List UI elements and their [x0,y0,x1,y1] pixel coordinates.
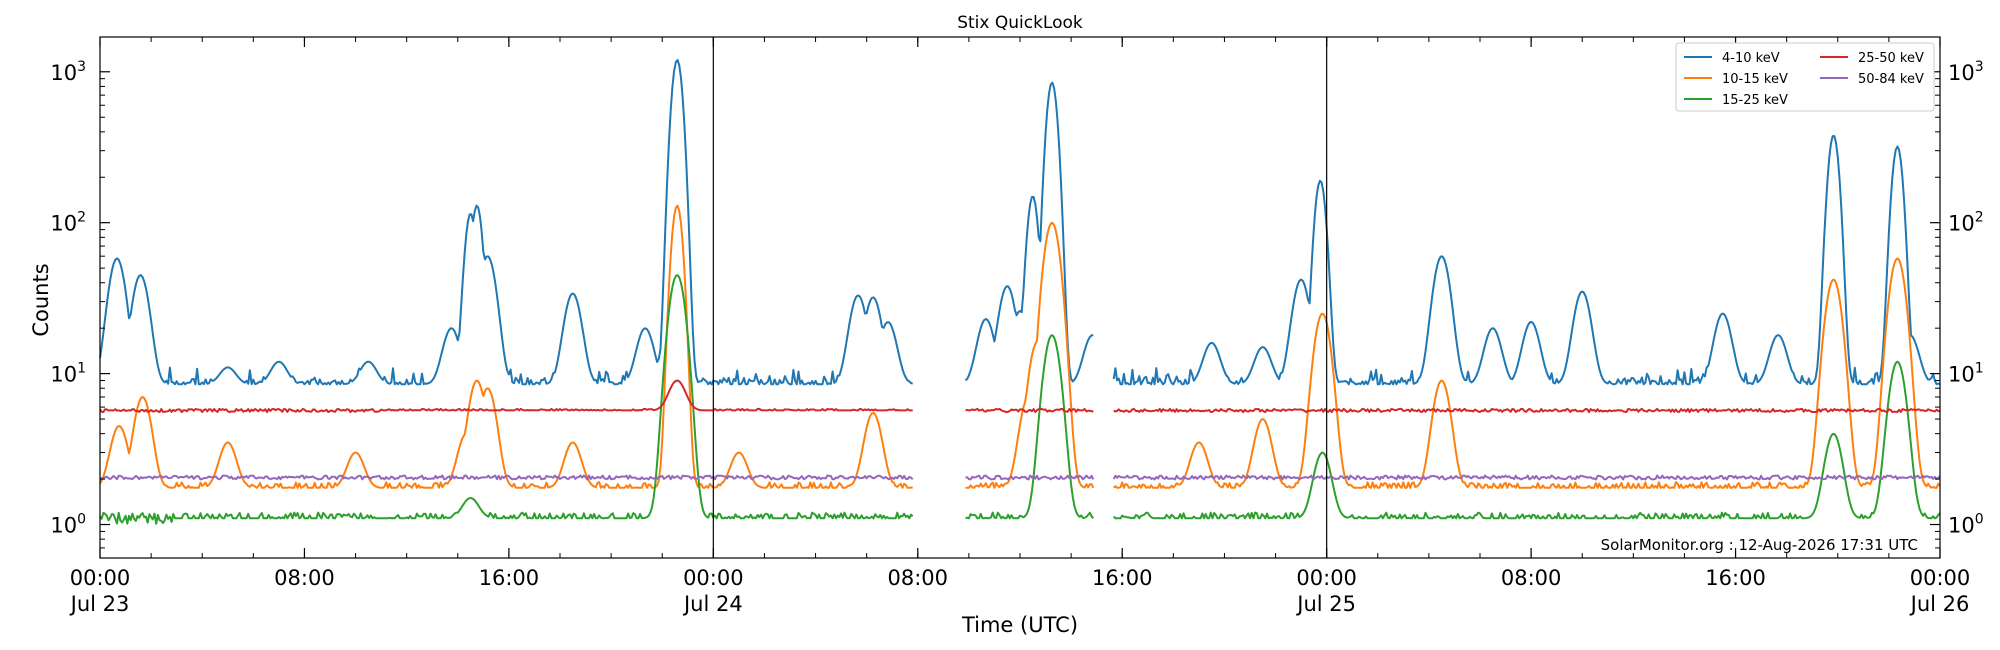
series-line-15-25-kev [99,274,1941,525]
x-tick-label: 16:00 [1092,566,1153,590]
x-tick-label: 00:00 [1296,566,1357,590]
x-tick-date-label: Jul 24 [682,592,743,616]
chart-legend: 4-10 keV 10-15 keV 15-25 keV 25-50 keV 50-84… [1675,42,1935,112]
legend-label: 15-25 keV [1722,93,1788,108]
legend-box [1675,42,1935,112]
series-line-10-15-kev [99,204,1941,489]
x-tick-label: 08:00 [1501,566,1562,590]
x-tick-label: 16:00 [479,566,540,590]
plot-frame [99,36,1941,559]
x-tick-label: 08:00 [274,566,335,590]
x-tick-label: 00:00 [1910,566,1971,590]
x-tick-label: 00:00 [683,566,744,590]
legend-label: 10-15 keV [1722,72,1788,87]
y-tick-label-right: 100 [1948,512,1984,538]
legend-label: 25-50 keV [1858,51,1924,66]
series-line-25-50-kev [99,379,1941,414]
y-tick-label-left: 101 [50,361,86,387]
y-tick-label-right: 103 [1948,59,1984,85]
x-tick-date-label: Jul 26 [1909,592,1970,616]
x-axis-label: Time (UTC) [961,613,1078,637]
series-line-4-10-kev [99,59,1941,386]
y-tick-label-right: 102 [1948,210,1984,236]
series-lines [99,59,1941,525]
y-tick-label-right: 101 [1948,361,1984,387]
y-tick-label-left: 100 [50,512,86,538]
series-line-50-84-kev [99,474,1941,481]
x-tick-label: 08:00 [888,566,949,590]
x-tick-date-label: Jul 25 [1295,592,1356,616]
chart-title: Stix QuickLook [957,13,1083,33]
y-tick-label-left: 103 [50,59,86,85]
legend-label: 50-84 keV [1858,72,1924,87]
day-divider-lines [712,37,1328,558]
legend-label: 4-10 keV [1722,51,1780,66]
x-tick-label: 16:00 [1705,566,1766,590]
credit-annotation: SolarMonitor.org : 12-Aug-2026 17:31 UTC [1601,536,1918,554]
x-tick-date-label: Jul 23 [69,592,130,616]
y-axis-ticks: 100 100 101 101 102 102 103 103 [50,59,1984,559]
y-axis-label: Counts [29,263,53,336]
x-tick-label: 00:00 [70,566,131,590]
y-tick-label-left: 102 [50,210,86,236]
